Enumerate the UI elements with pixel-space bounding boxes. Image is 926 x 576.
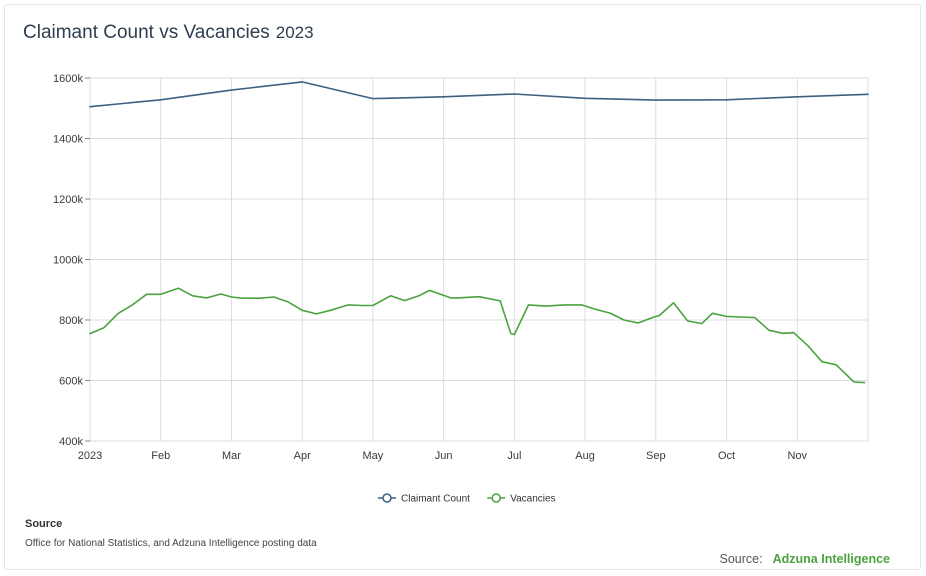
x-tick-label: Sep [646, 450, 666, 462]
x-tick-label: Nov [787, 450, 807, 462]
source-heading: Source [25, 518, 63, 530]
x-tick-label: Apr [294, 450, 311, 462]
x-tick-label: Jun [435, 450, 453, 462]
source-text: Office for National Statistics, and Adzu… [25, 538, 317, 549]
series-lines [89, 81, 869, 384]
x-tick-label: Aug [575, 450, 595, 462]
series-line-claimant-count[interactable] [89, 81, 869, 108]
chart-title-text: Claimant Count vs Vacancies [23, 22, 270, 43]
x-tick-label: Jul [507, 450, 521, 462]
chart-title: Claimant Count vs Vacancies 2023 [23, 22, 314, 44]
chart-title-year: 2023 [275, 23, 314, 42]
legend-label: Vacancies [510, 494, 555, 505]
legend-swatch-marker [382, 493, 392, 503]
y-tick-label: 1000k [53, 255, 83, 267]
series-line-vacancies[interactable] [89, 287, 866, 384]
credit-brand[interactable]: Adzuna Intelligence [772, 552, 890, 566]
legend-swatch-marker [491, 493, 501, 503]
x-tick-label: Oct [718, 450, 735, 462]
y-tick-label: 1200k [53, 194, 83, 206]
legend[interactable]: Claimant Count Vacancies [378, 493, 556, 505]
y-tick-label: 400k [59, 436, 83, 448]
y-tick-label: 1600k [53, 73, 83, 85]
y-tick-label: 800k [59, 315, 83, 327]
x-tick-label: Feb [151, 450, 170, 462]
y-tick-label: 600k [59, 376, 83, 388]
credit-label: Source: [719, 552, 763, 566]
legend-item-claimant-count[interactable]: Claimant Count [378, 493, 470, 505]
y-tick-label: 1400k [53, 134, 83, 146]
x-tick-label: Mar [222, 450, 241, 462]
legend-label: Claimant Count [401, 494, 470, 505]
source-credit: Source: Adzuna Intelligence [720, 552, 890, 566]
axes: 400k 600k 800k 1000k 1200k 1400k 1600k 2023 Feb M… [53, 73, 808, 462]
legend-item-vacancies[interactable]: Vacancies [487, 493, 556, 505]
gridlines [89, 77, 869, 442]
x-tick-label: May [363, 450, 384, 462]
x-tick-label: 2023 [78, 450, 102, 462]
